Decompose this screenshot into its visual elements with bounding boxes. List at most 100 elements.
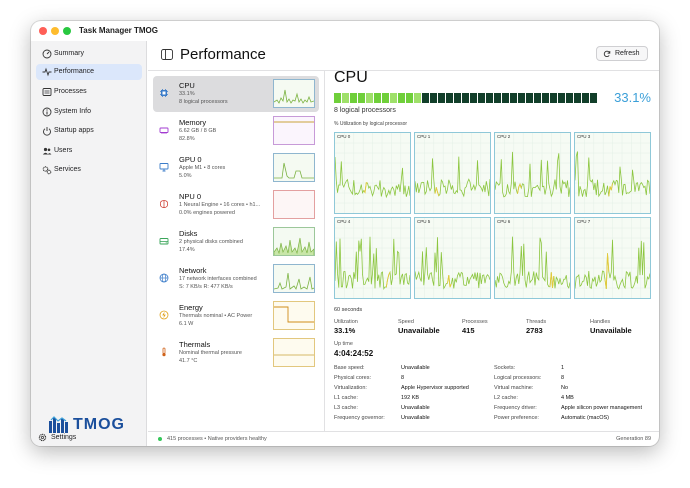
cpu-heading: CPU — [334, 69, 368, 86]
users-icon — [42, 147, 52, 155]
core-label: CPU 5 — [417, 219, 431, 224]
bolt-icon — [159, 310, 169, 320]
page-header: Performance Refresh — [148, 41, 659, 71]
stat-speed: Speed Unavailable — [398, 319, 440, 335]
window-title: Task Manager TMOG — [79, 26, 158, 35]
detail-value: Unavailable — [401, 415, 430, 421]
core-label: CPU 4 — [337, 219, 351, 224]
sidebar-item-system-info[interactable]: System Info — [36, 104, 142, 120]
stat-value: Unavailable — [398, 326, 440, 335]
detail-key: L2 cache: — [494, 395, 518, 401]
thermals-thumbnail-graph — [273, 338, 315, 367]
refresh-button[interactable]: Refresh — [596, 46, 648, 61]
resource-item-energy[interactable]: Energy Thermals nominal • AC Power 6.1 W — [153, 298, 319, 334]
sidebar-item-performance[interactable]: Performance — [36, 64, 142, 80]
resource-item-memory[interactable]: Memory 6.62 GB / 8 GB 82.8% — [153, 113, 319, 149]
usage-block — [478, 93, 485, 103]
detail-value: Automatic (macOS) — [561, 415, 609, 421]
refresh-label: Refresh — [615, 50, 640, 57]
info-icon — [42, 107, 52, 117]
resource-item-disks[interactable]: Disks 2 physical disks combined 17.4% — [153, 224, 319, 260]
sidebar-toggle-icon[interactable] — [161, 49, 173, 60]
usage-block — [430, 93, 437, 103]
stat-value: 33.1% — [334, 326, 356, 335]
minimize-window-button[interactable] — [51, 27, 59, 35]
resource-name: CPU — [179, 81, 195, 90]
core-sparkline — [575, 133, 650, 213]
usage-block — [342, 93, 349, 103]
resource-detail: 17 network interfaces combined — [179, 276, 257, 282]
usage-block — [438, 93, 445, 103]
detail-key: Virtualization: — [334, 385, 367, 391]
stat-handles: Handles Unavailable — [590, 319, 632, 335]
resource-detail: 0.0% engines powered — [179, 210, 235, 216]
usage-block — [350, 93, 357, 103]
sidebar-item-label: Services — [54, 166, 81, 173]
sidebar-item-services[interactable]: Services — [36, 162, 142, 178]
resource-name: Network — [179, 266, 207, 275]
stat-label: Speed — [398, 319, 414, 325]
sidebar-item-label: Summary — [54, 50, 84, 57]
resource-name: NPU 0 — [179, 192, 202, 201]
resource-item-cpu[interactable]: CPU 33.1% 8 logical processors — [153, 76, 319, 112]
core-graph-grid: CPU 0 CPU 1 CPU 2 CPU 3 CPU 4 CPU 5 CPU 6 CPU 7 — [334, 132, 652, 302]
cpu-percent: 33.1% — [614, 90, 651, 105]
resource-detail: 5.0% — [179, 173, 192, 179]
core-graph-1: CPU 1 — [414, 132, 491, 214]
gauge-icon — [42, 49, 52, 59]
stat-processes: Processes 415 — [462, 319, 488, 335]
title-bar: Task Manager TMOG — [31, 21, 659, 41]
detail-value: No — [561, 385, 569, 391]
resource-detail: Nominal thermal pressure — [179, 350, 242, 356]
monitor-icon — [159, 163, 169, 172]
sidebar-item-summary[interactable]: Summary — [36, 46, 142, 62]
status-text: 415 processes • Native providers healthy — [167, 436, 267, 442]
usage-block — [334, 93, 341, 103]
detail-value: 1 — [561, 365, 565, 371]
usage-block — [518, 93, 525, 103]
resource-item-network[interactable]: Network 17 network interfaces combined S… — [153, 261, 319, 297]
resource-detail: 33.1% — [179, 91, 195, 97]
core-sparkline — [335, 133, 410, 213]
usage-block — [542, 93, 549, 103]
resource-item-gpu[interactable]: GPU 0 Apple M1 • 8 cores 5.0% — [153, 150, 319, 186]
resource-detail: 2 physical disks combined — [179, 239, 243, 245]
usage-block — [358, 93, 365, 103]
usage-block — [558, 93, 565, 103]
resource-name: Disks — [179, 229, 198, 238]
thermometer-icon — [162, 347, 166, 357]
uptime-value: 4:04:24:52 — [334, 349, 374, 358]
usage-block — [422, 93, 429, 103]
sidebar-item-startup-apps[interactable]: Startup apps — [36, 123, 142, 139]
zoom-window-button[interactable] — [63, 27, 71, 35]
usage-block — [446, 93, 453, 103]
detail-value: 192 KB — [401, 395, 420, 401]
detail-key: L3 cache: — [334, 405, 358, 411]
tmog-logo: TMOG — [49, 415, 139, 435]
disk-icon — [159, 238, 169, 245]
npu-thumbnail-graph — [273, 190, 315, 219]
close-window-button[interactable] — [39, 27, 47, 35]
sidebar-item-users[interactable]: Users — [36, 143, 142, 159]
resource-item-npu[interactable]: NPU 0 1 Neural Engine • 16 cores • h1...… — [153, 187, 319, 223]
detail-value: Apple silicon power management — [561, 405, 643, 411]
usage-block — [582, 93, 589, 103]
core-label: CPU 1 — [417, 134, 431, 139]
detail-value: 8 — [561, 375, 565, 381]
core-sparkline — [495, 133, 570, 213]
resource-item-thermals[interactable]: Thermals Nominal thermal pressure 41.7 °… — [153, 335, 319, 371]
detail-value: 8 — [401, 375, 405, 381]
resource-detail: 6.62 GB / 8 GB — [179, 128, 217, 134]
core-label: CPU 3 — [577, 134, 591, 139]
settings-button[interactable]: Settings — [31, 429, 147, 446]
cpu-usage-blocks — [334, 93, 598, 103]
detail-key: L1 cache: — [334, 395, 358, 401]
sidebar-item-label: Startup apps — [54, 127, 94, 134]
detail-value: Unavailable — [401, 405, 430, 411]
logo-text: TMOG — [73, 416, 125, 433]
sidebar-item-processes[interactable]: Processes — [36, 84, 142, 100]
stat-value: Unavailable — [590, 326, 632, 335]
utilization-caption: % Utilization by logical processor — [334, 121, 408, 127]
resource-detail: 8 logical processors — [179, 99, 228, 105]
core-graph-3: CPU 3 — [574, 132, 651, 214]
